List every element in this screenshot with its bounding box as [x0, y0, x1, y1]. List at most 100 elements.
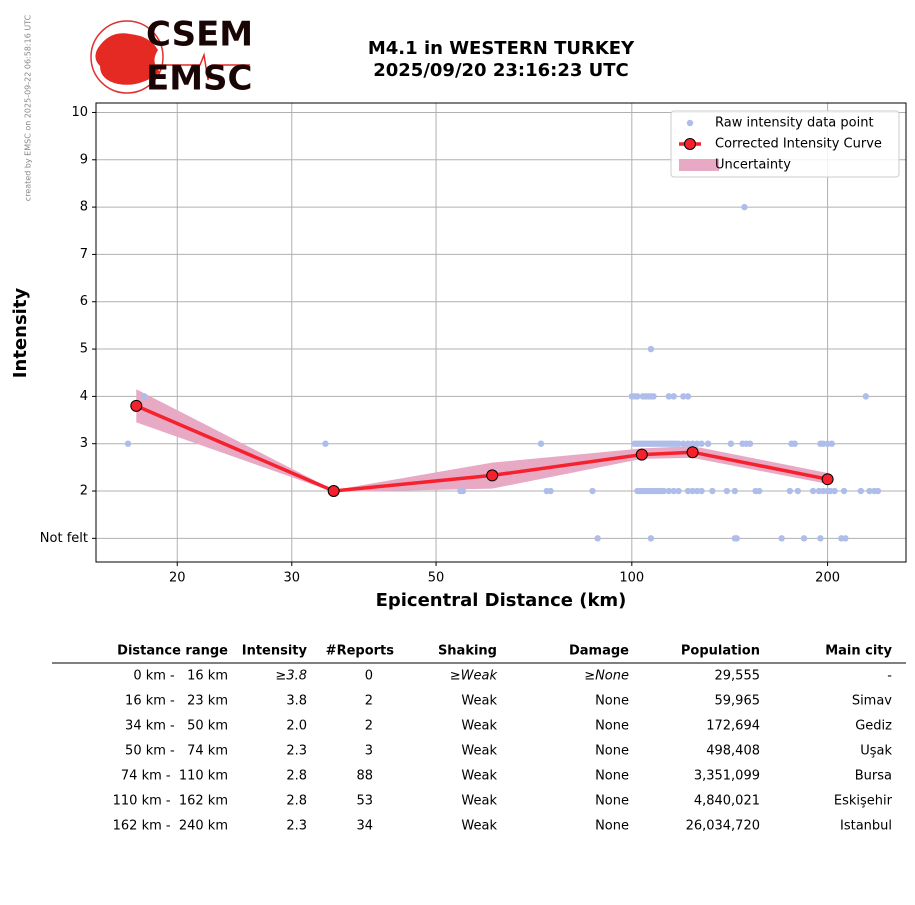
- curve-point: [486, 469, 499, 482]
- table-cell: 2.8: [286, 794, 307, 809]
- raw-point: [709, 487, 716, 495]
- legend-label: Uncertainty: [715, 158, 791, 173]
- x-axis-label: Epicentral Distance (km): [376, 590, 627, 611]
- table: Distance range Intensity #Reports Shaking Da…: [113, 644, 893, 834]
- column-header: Distance range: [117, 644, 228, 659]
- table-cell: 74 km - 110 km: [121, 769, 228, 784]
- raw-point: [670, 487, 677, 495]
- raw-point: [594, 535, 601, 542]
- table-cell: None: [595, 769, 629, 784]
- raw-point: [665, 393, 673, 400]
- raw-point: [733, 535, 740, 542]
- raw-point: [778, 535, 785, 542]
- raw-point: [698, 487, 705, 495]
- table-cell: Weak: [461, 819, 497, 834]
- table-cell: 2.3: [286, 744, 307, 759]
- plot-frame: [95, 102, 907, 563]
- table-cell: Eskişehir: [834, 794, 893, 809]
- raw-point: [684, 440, 692, 447]
- table-cell: 59,965: [715, 694, 761, 709]
- logo-text: EMSC: [146, 59, 253, 99]
- logo: CSEM EMSC: [90, 15, 253, 99]
- raw-point: [537, 440, 545, 447]
- grid: 20 30 50 100 200 Not felt 2 3 4 5 6 7 8 9 10: [40, 103, 906, 586]
- y-tick-label: Not felt: [40, 531, 88, 546]
- y-tick-label: 5: [80, 342, 88, 357]
- raw-point: [800, 535, 808, 542]
- raw-point: [809, 487, 817, 495]
- raw-point: [746, 440, 754, 447]
- legend-label: Corrected Intensity Curve: [715, 137, 882, 152]
- uncertainty-band: [136, 389, 828, 492]
- raw-point: [693, 440, 701, 447]
- logo-map: [95, 33, 160, 85]
- table-cell: 2.3: [286, 819, 307, 834]
- column-header: Damage: [569, 644, 629, 659]
- raw-point: [684, 487, 692, 495]
- table-cell: 3.8: [286, 694, 307, 709]
- logo-pulse: [150, 52, 250, 81]
- table-cell: 34 km - 50 km: [125, 719, 228, 734]
- raw-point: [831, 487, 838, 495]
- table-cell: Weak: [461, 694, 497, 709]
- table-cell: Istanbul: [840, 819, 892, 834]
- raw-point: [786, 487, 794, 495]
- raw-point: [723, 487, 731, 495]
- table-cell: None: [595, 744, 629, 759]
- table-cell: Uşak: [860, 744, 892, 759]
- table-cell: 16 km - 23 km: [125, 694, 228, 709]
- chart-title: M4.1 in WESTERN TURKEY: [368, 38, 635, 59]
- y-tick-label: 10: [71, 105, 88, 120]
- raw-point: [791, 440, 798, 447]
- raw-point: [794, 487, 802, 495]
- legend-swatch: [686, 119, 694, 127]
- table-cell: 29,555: [715, 669, 761, 684]
- y-tick-label: 7: [80, 247, 88, 262]
- raw-point: [680, 440, 687, 447]
- table-cell: 2: [365, 719, 373, 734]
- x-tick-label: 30: [283, 571, 300, 586]
- table-cell: None: [595, 794, 629, 809]
- table-cell: 0 km - 16 km: [133, 669, 228, 684]
- table-cell: None: [595, 819, 629, 834]
- raw-point: [660, 487, 668, 495]
- raw-point: [693, 487, 701, 495]
- legend-label: Raw intensity data point: [715, 116, 874, 131]
- table-cell: 50 km - 74 km: [125, 744, 228, 759]
- raw-point: [684, 393, 692, 400]
- raw-point: [665, 487, 673, 495]
- table-cell: 498,408: [706, 744, 760, 759]
- intensity-curve: [135, 404, 828, 493]
- table-cell: 26,034,720: [686, 819, 760, 834]
- raw-point: [459, 487, 467, 495]
- raw-point: [698, 440, 705, 447]
- raw-point: [866, 487, 873, 495]
- curve-point: [635, 448, 648, 461]
- table-cell: 3: [365, 744, 373, 759]
- table-cell: 53: [356, 794, 373, 809]
- table-cell: Weak: [461, 719, 497, 734]
- raw-point: [828, 440, 835, 447]
- raw-point: [731, 487, 739, 495]
- table-cell: Weak: [461, 794, 497, 809]
- raw-point: [634, 393, 641, 400]
- y-tick-label: 4: [80, 389, 88, 404]
- curve-point: [327, 485, 340, 498]
- raw-point: [647, 535, 655, 542]
- curve-point: [821, 473, 834, 486]
- raw-point: [756, 487, 763, 495]
- table-cell: 88: [356, 769, 373, 784]
- raw-point: [704, 440, 712, 447]
- table-cell: ≥None: [584, 669, 629, 684]
- table-cell: Gediz: [855, 719, 892, 734]
- raw-point: [141, 393, 148, 400]
- x-tick-label: 20: [169, 571, 186, 586]
- raw-point: [874, 487, 882, 495]
- raw-point: [547, 487, 554, 495]
- credit: created by EMSC on 2025-09-22 06:58:16 U…: [24, 14, 33, 201]
- table-cell: ≥3.8: [275, 669, 307, 684]
- column-header: Intensity: [242, 644, 308, 659]
- chart-title: 2025/09/20 23:16:23 UTC: [373, 60, 629, 81]
- table-cell: 110 km - 162 km: [113, 794, 228, 809]
